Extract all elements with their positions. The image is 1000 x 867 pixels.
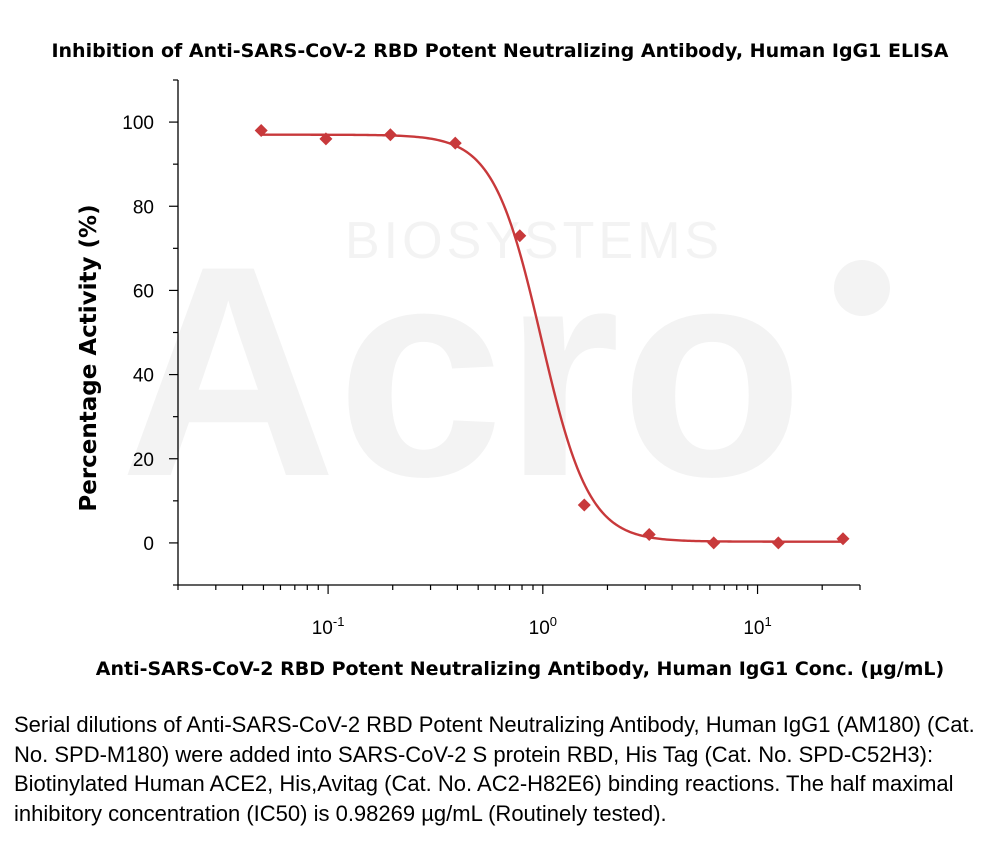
- axes: 0 20 40 60 80 100 10-1 100 101 Percentage Activit…: [76, 79, 861, 639]
- data-point: [448, 136, 462, 150]
- chart-title: Inhibition of Anti-SARS-CoV-2 RBD Potent…: [51, 40, 949, 62]
- x-tick-label: 10-1: [312, 614, 345, 639]
- watermark-dot: [834, 260, 890, 316]
- watermark-logo-text: Acro: [120, 203, 804, 539]
- y-tick-label: 80: [133, 197, 154, 218]
- x-tick-label: 100: [529, 614, 557, 639]
- data-point: [513, 229, 527, 243]
- watermark-subtext: BIOSYSTEMS: [345, 212, 723, 270]
- y-tick-label: 20: [133, 450, 154, 471]
- y-tick-label: 40: [133, 366, 154, 387]
- y-tick-label: 60: [133, 281, 154, 302]
- data-point: [836, 532, 850, 546]
- data-point: [254, 124, 268, 137]
- data-point: [577, 498, 591, 512]
- x-tick-label: 101: [743, 614, 771, 639]
- fit-curve: [261, 133, 843, 543]
- y-tick-label: 100: [122, 113, 154, 134]
- data-points: [254, 124, 850, 550]
- x-axis-title: Anti-SARS-CoV-2 RBD Potent Neutralizing …: [95, 658, 945, 680]
- data-point: [771, 536, 785, 550]
- data-point: [319, 132, 333, 146]
- figure-caption: Serial dilutions of Anti-SARS-CoV-2 RBD …: [14, 712, 975, 826]
- data-point: [383, 128, 397, 142]
- data-point: [642, 528, 656, 541]
- y-axis-title: Percentage Activity (%): [76, 204, 102, 511]
- y-tick-label: 0: [143, 534, 154, 555]
- data-point: [707, 536, 721, 550]
- fit-curve-group: [261, 133, 843, 543]
